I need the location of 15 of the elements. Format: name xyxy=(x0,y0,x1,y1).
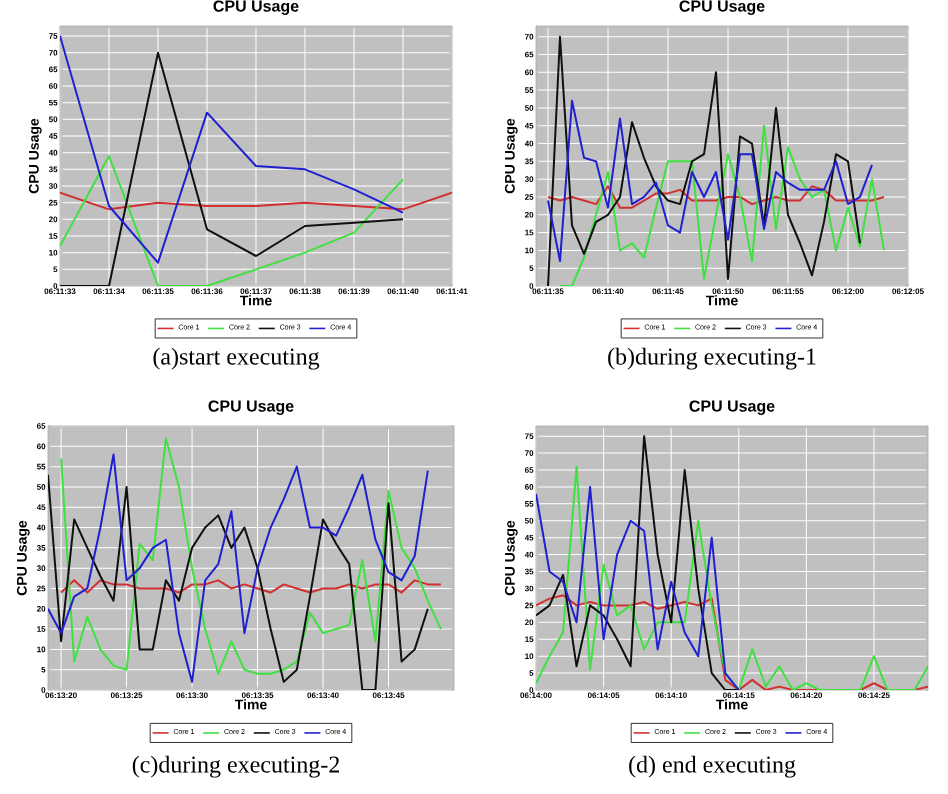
text: (d) end executing xyxy=(629,755,796,778)
line-series xyxy=(60,35,404,264)
text: (a)start executing xyxy=(153,347,320,370)
line-series xyxy=(60,51,404,286)
chart-title: CPU Usage xyxy=(679,0,765,15)
line-series xyxy=(536,485,740,690)
line-series xyxy=(547,35,861,286)
text: (b)during executing-1 xyxy=(608,347,816,370)
line-series xyxy=(536,435,740,690)
chart-title: CPU Usage xyxy=(208,400,294,415)
chart-title: CPU Usage xyxy=(213,0,299,15)
text: (c)during executing-2 xyxy=(132,755,339,778)
line-series xyxy=(60,191,452,211)
chart-title: CPU Usage xyxy=(689,400,775,415)
line-series xyxy=(60,155,404,286)
